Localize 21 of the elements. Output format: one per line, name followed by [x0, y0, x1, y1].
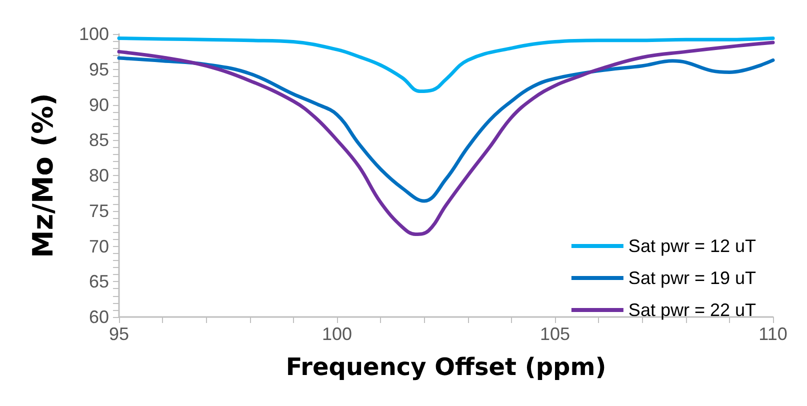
y-tick-label: 70	[88, 236, 109, 256]
y-tick-label: 60	[88, 307, 109, 327]
y-tick-label: 85	[88, 130, 109, 150]
legend-label: Sat pwr = 22 uT	[628, 300, 756, 320]
y-tick-label: 90	[88, 94, 109, 115]
y-axis-title: Mz/Mo (%)	[26, 93, 60, 258]
y-tick-label: 80	[88, 166, 109, 186]
y-tick-label: 95	[88, 59, 109, 80]
x-tick-label: 105	[540, 324, 570, 344]
y-tick-label: 75	[88, 200, 109, 221]
line-series	[117, 40, 775, 236]
legend-label: Sat pwr = 19 uT	[628, 268, 756, 288]
x-axis-title: Frequency Offset (ppm)	[286, 353, 606, 381]
x-tick-label: 95	[108, 324, 130, 344]
line-series	[117, 36, 775, 94]
y-tick-label: 65	[88, 272, 109, 292]
x-tick-label: 110	[758, 324, 788, 344]
x-tick-label: 100	[322, 324, 352, 344]
legend-label: Sat pwr = 12 uT	[628, 236, 756, 256]
line-series	[117, 56, 775, 203]
y-tick-label: 100	[78, 24, 109, 44]
